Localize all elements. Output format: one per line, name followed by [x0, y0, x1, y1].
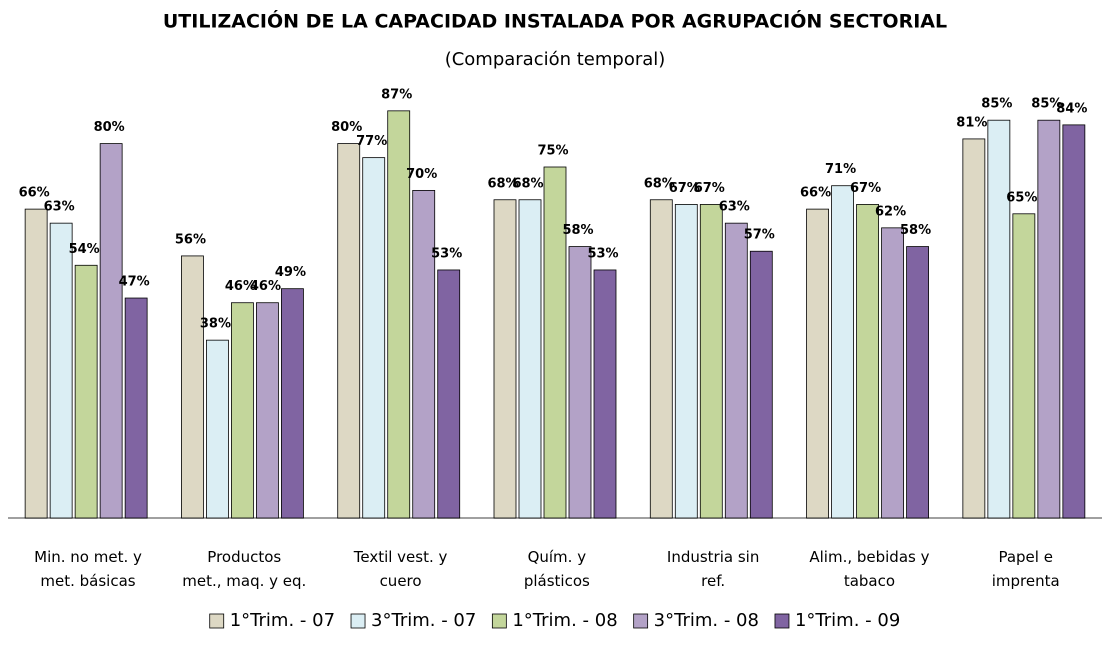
value-label: 54% — [69, 242, 100, 257]
value-label: 46% — [250, 279, 281, 294]
value-label: 67% — [669, 181, 700, 196]
value-label: 38% — [200, 317, 231, 332]
value-label: 77% — [356, 134, 387, 149]
bar — [206, 339, 229, 519]
x-tick-label: Papel e imprenta — [991, 548, 1060, 590]
value-label: 67% — [850, 181, 881, 196]
bar — [124, 297, 148, 519]
bar — [1062, 124, 1086, 519]
legend-swatch — [491, 613, 507, 629]
bar — [699, 204, 723, 519]
x-tick-label: Textil vest. y cuero — [353, 548, 448, 590]
bar — [437, 269, 461, 519]
value-label: 49% — [275, 265, 306, 280]
value-label: 63% — [44, 200, 75, 215]
value-label: 56% — [175, 232, 206, 247]
chart-title: UTILIZACIÓN DE LA CAPACIDAD INSTALADA PO… — [163, 9, 947, 33]
bar — [337, 143, 361, 519]
bar — [99, 143, 123, 519]
bar — [74, 264, 98, 519]
bar — [987, 119, 1011, 519]
bar — [906, 246, 929, 519]
bar — [1037, 119, 1061, 519]
value-label: 68% — [644, 176, 675, 191]
legend-label: 3°Trim. - 08 — [654, 610, 759, 631]
value-label: 80% — [94, 120, 125, 135]
bar — [593, 269, 617, 519]
legend-swatch — [774, 613, 790, 629]
value-label: 75% — [537, 144, 568, 159]
bar — [649, 199, 673, 519]
bar — [256, 302, 279, 519]
bar — [856, 204, 879, 519]
value-label: 58% — [562, 223, 593, 238]
bar — [543, 166, 567, 519]
legend-label: 1°Trim. - 09 — [795, 610, 900, 631]
value-label: 85% — [1031, 97, 1062, 112]
legend-swatch — [209, 613, 225, 629]
bar — [962, 138, 986, 519]
bar — [49, 222, 73, 519]
value-label: 68% — [512, 176, 543, 191]
value-label: 65% — [1006, 190, 1037, 205]
chart-subtitle: (Comparación temporal) — [445, 49, 666, 70]
value-label: 66% — [19, 186, 50, 201]
bar — [749, 250, 773, 519]
value-label: 46% — [225, 279, 256, 294]
legend-label: 1°Trim. - 07 — [230, 610, 335, 631]
bar — [831, 185, 854, 519]
value-label: 81% — [956, 115, 987, 130]
value-label: 87% — [381, 87, 412, 102]
bar — [518, 199, 542, 519]
x-tick-label: Min. no met. y met. básicas — [34, 548, 142, 590]
x-tick-label: Alim., bebidas y tabaco — [809, 548, 930, 590]
legend-swatch — [350, 613, 366, 629]
value-label: 47% — [119, 275, 150, 290]
value-label: 66% — [800, 186, 831, 201]
value-label: 58% — [900, 223, 931, 238]
value-label: 57% — [744, 228, 775, 243]
bar — [24, 208, 48, 519]
value-label: 70% — [406, 167, 437, 182]
value-label: 53% — [431, 246, 462, 261]
bar — [231, 302, 254, 519]
bar — [568, 246, 592, 519]
value-label: 84% — [1056, 101, 1087, 116]
legend-label: 1°Trim. - 08 — [512, 610, 617, 631]
value-label: 80% — [331, 120, 362, 135]
value-label: 71% — [825, 162, 856, 177]
bar — [387, 110, 411, 519]
x-tick-label: Industria sin ref. — [666, 548, 760, 590]
value-label: 85% — [981, 97, 1012, 112]
legend-swatch — [633, 613, 649, 629]
value-label: 62% — [875, 204, 906, 219]
x-tick-label: Quím. y plásticos — [523, 548, 590, 590]
bar — [1012, 213, 1036, 519]
legend-label: 3°Trim. - 07 — [371, 610, 476, 631]
bar — [724, 222, 748, 519]
bar — [493, 199, 517, 519]
value-label: 68% — [487, 176, 518, 191]
bar — [412, 189, 436, 519]
bar — [806, 208, 829, 519]
bar — [281, 288, 304, 519]
bar — [362, 157, 386, 519]
x-tick-label: Productos met., maq. y eq. — [182, 548, 307, 590]
bar — [181, 255, 204, 519]
bar — [881, 227, 904, 519]
value-label: 67% — [694, 181, 725, 196]
bar — [674, 204, 698, 519]
value-label: 53% — [587, 246, 618, 261]
value-label: 63% — [719, 200, 750, 215]
